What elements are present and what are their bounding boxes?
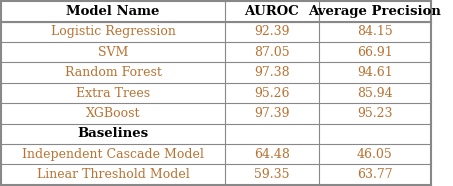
- Text: Average Precision: Average Precision: [308, 5, 441, 18]
- Text: 59.35: 59.35: [254, 168, 289, 181]
- Text: Independent Cascade Model: Independent Cascade Model: [22, 147, 204, 161]
- Text: 46.05: 46.05: [357, 147, 393, 161]
- Text: 87.05: 87.05: [254, 46, 290, 59]
- Text: Extra Trees: Extra Trees: [76, 86, 150, 100]
- Text: 92.39: 92.39: [254, 25, 289, 39]
- Text: 85.94: 85.94: [357, 86, 393, 100]
- Text: Baselines: Baselines: [77, 127, 149, 140]
- Text: 97.38: 97.38: [254, 66, 290, 79]
- Text: AUROC: AUROC: [245, 5, 299, 18]
- Text: Linear Threshold Model: Linear Threshold Model: [37, 168, 189, 181]
- Text: Logistic Regression: Logistic Regression: [51, 25, 175, 39]
- Text: Random Forest: Random Forest: [65, 66, 161, 79]
- Text: 84.15: 84.15: [357, 25, 393, 39]
- Text: Model Name: Model Name: [66, 5, 160, 18]
- Text: 97.39: 97.39: [254, 107, 289, 120]
- Text: 94.61: 94.61: [357, 66, 393, 79]
- Text: 66.91: 66.91: [357, 46, 393, 59]
- Text: 64.48: 64.48: [254, 147, 290, 161]
- Text: XGBoost: XGBoost: [86, 107, 140, 120]
- Text: SVM: SVM: [98, 46, 128, 59]
- Text: 63.77: 63.77: [357, 168, 393, 181]
- Text: 95.26: 95.26: [254, 86, 289, 100]
- Text: 95.23: 95.23: [357, 107, 393, 120]
